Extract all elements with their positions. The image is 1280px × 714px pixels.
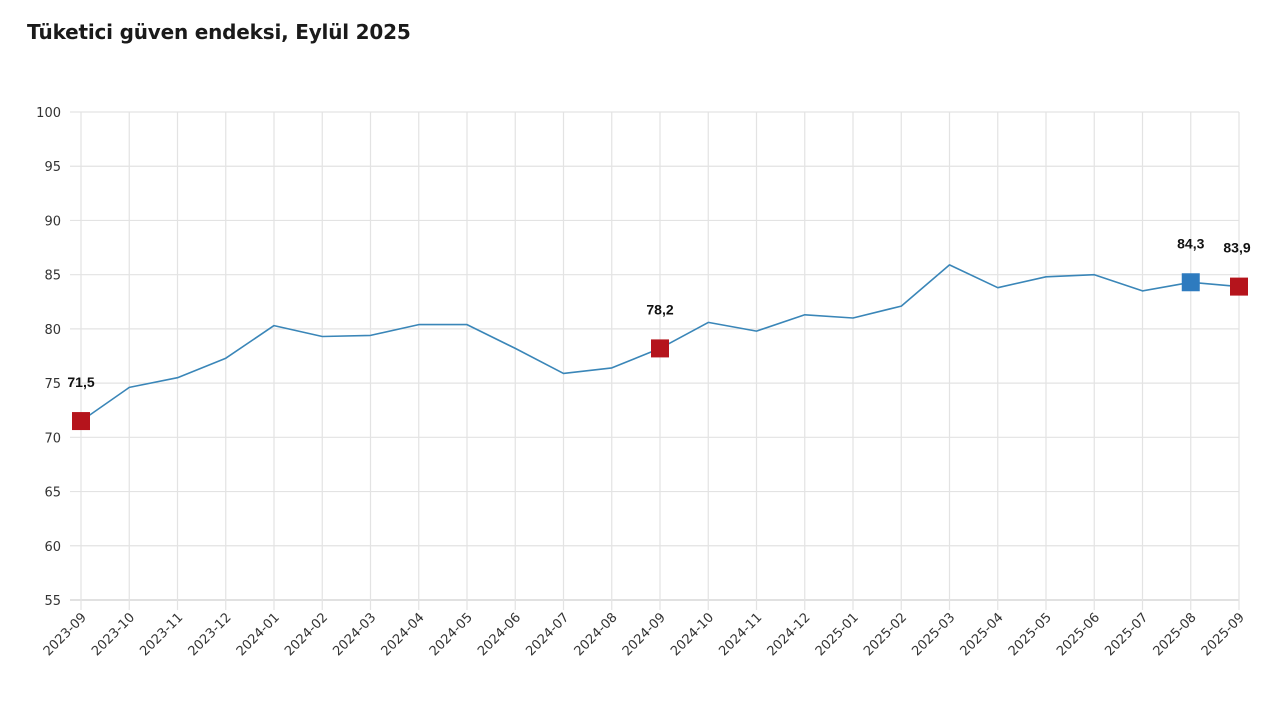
x-tick-label: 2024-05 <box>427 610 476 659</box>
y-axis: 55 60 65 70 75 80 85 90 95 100 <box>36 106 61 609</box>
y-tick-label: 95 <box>44 160 61 175</box>
x-tick-label: 2025-09 <box>1199 610 1248 659</box>
chart-title: Tüketici güven endeksi, Eylül 2025 <box>27 20 411 44</box>
x-tick-label: 2025-04 <box>958 610 1007 659</box>
y-tick-label: 55 <box>44 594 61 609</box>
x-tick-label: 2025-01 <box>813 610 862 659</box>
x-tick-label: 2024-03 <box>330 610 379 659</box>
grid-lines <box>70 111 1240 610</box>
x-tick-label: 2024-08 <box>572 610 621 659</box>
y-tick-label: 100 <box>36 106 61 121</box>
highlight-marker <box>1230 277 1248 296</box>
data-label: 84,3 <box>1177 235 1204 251</box>
x-tick-label: 2024-10 <box>668 610 717 659</box>
y-tick-label: 90 <box>44 214 61 229</box>
x-axis: 2023-09 2023-10 2023-11 2023-12 2024-01 2024-… <box>41 610 1248 659</box>
x-tick-label: 2025-05 <box>1006 610 1055 659</box>
x-tick-label: 2023-09 <box>41 610 90 659</box>
x-tick-label: 2024-07 <box>523 610 572 659</box>
y-tick-label: 75 <box>44 377 61 392</box>
y-tick-label: 85 <box>44 269 61 284</box>
x-tick-label: 2025-07 <box>1102 610 1151 659</box>
annotations: 71,5 78,2 84,3 83,9 <box>67 235 1251 431</box>
x-tick-label: 2024-04 <box>379 610 428 659</box>
data-label: 71,5 <box>67 374 94 390</box>
x-tick-label: 2025-03 <box>909 610 958 659</box>
y-tick-label: 60 <box>44 540 61 555</box>
data-label: 78,2 <box>646 301 673 317</box>
highlight-marker <box>1181 273 1200 292</box>
highlight-marker <box>72 412 90 431</box>
y-tick-label: 65 <box>44 486 61 501</box>
x-tick-label: 2024-09 <box>620 610 669 659</box>
x-tick-label: 2024-01 <box>234 610 283 659</box>
y-tick-label: 70 <box>44 431 61 446</box>
x-tick-label: 2024-12 <box>765 610 814 659</box>
x-tick-label: 2023-11 <box>137 610 186 659</box>
x-tick-label: 2025-02 <box>861 610 910 659</box>
x-tick-label: 2024-11 <box>716 610 765 659</box>
highlight-marker <box>651 339 669 358</box>
x-tick-label: 2023-10 <box>89 610 138 659</box>
x-tick-label: 2025-08 <box>1151 610 1200 659</box>
x-tick-label: 2024-02 <box>282 610 331 659</box>
x-tick-label: 2024-06 <box>475 610 524 659</box>
x-tick-label: 2025-06 <box>1054 610 1103 659</box>
y-tick-label: 80 <box>44 323 61 338</box>
x-tick-label: 2023-12 <box>186 610 235 659</box>
data-label: 83,9 <box>1223 240 1250 256</box>
